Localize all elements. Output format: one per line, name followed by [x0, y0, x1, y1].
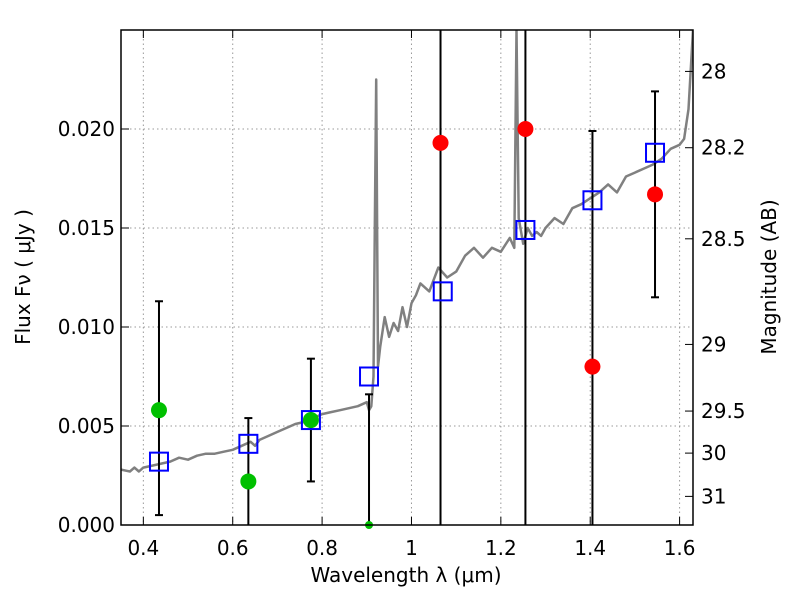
x-tick-label: 1.2 [485, 536, 517, 560]
model-photometry-square [148, 451, 169, 472]
red-point [647, 186, 664, 203]
y2-tick-label: 30 [701, 441, 726, 465]
plot-frame [120, 29, 694, 526]
model-photometry-square [515, 219, 536, 240]
detection-point [150, 402, 167, 419]
x-tick-label: 0.8 [306, 536, 338, 560]
x-tick-label: 1.4 [574, 536, 606, 560]
y2-tick-label: 29 [701, 332, 726, 356]
red-point [517, 121, 534, 137]
x-tick-label: 1.6 [664, 536, 696, 560]
model-photometry-square [432, 281, 453, 302]
y-axis-label: Flux Fν ( μJy ) [11, 209, 35, 345]
y2-tick-label: 28.5 [701, 227, 746, 251]
photometry-markers [148, 121, 666, 529]
x-tick-label: 1 [405, 536, 418, 560]
y2-tick-label: 28 [701, 59, 726, 83]
model-photometry-square [359, 366, 380, 387]
model-spectrum-line [121, 30, 693, 473]
model-photometry-square [645, 142, 666, 163]
y2-tick-label: 28.2 [701, 136, 746, 160]
x-tick-label: 0.4 [127, 536, 159, 560]
model-spectrum [121, 30, 693, 473]
model-photometry-square [300, 410, 321, 431]
y2-axis-label: Magnitude (AB) [757, 199, 781, 354]
y-tick-label: 0.015 [58, 216, 115, 240]
model-photometry-square [582, 190, 603, 211]
y-tick-label: 0.000 [58, 513, 115, 537]
detection-point [240, 473, 257, 490]
y2-tick-label: 31 [701, 484, 726, 508]
error-bars [154, 30, 660, 525]
red-point [584, 358, 601, 375]
detection-point [302, 412, 319, 429]
red-point [432, 134, 449, 151]
x-axis-label: Wavelength λ (μm) [310, 563, 501, 587]
y2-tick-label: 29.5 [701, 399, 746, 423]
y-tick-label: 0.020 [58, 117, 115, 141]
y-tick-label: 0.005 [58, 414, 115, 438]
y-tick-label: 0.010 [58, 315, 115, 339]
grid [121, 30, 693, 526]
axis-ticks: 0.4 0.6 0.8 1 1.2 1.4 1.6 0.000 0.005 0.010 0.015 0… [58, 30, 746, 560]
x-tick-label: 0.6 [217, 536, 249, 560]
model-photometry-square [238, 433, 259, 454]
